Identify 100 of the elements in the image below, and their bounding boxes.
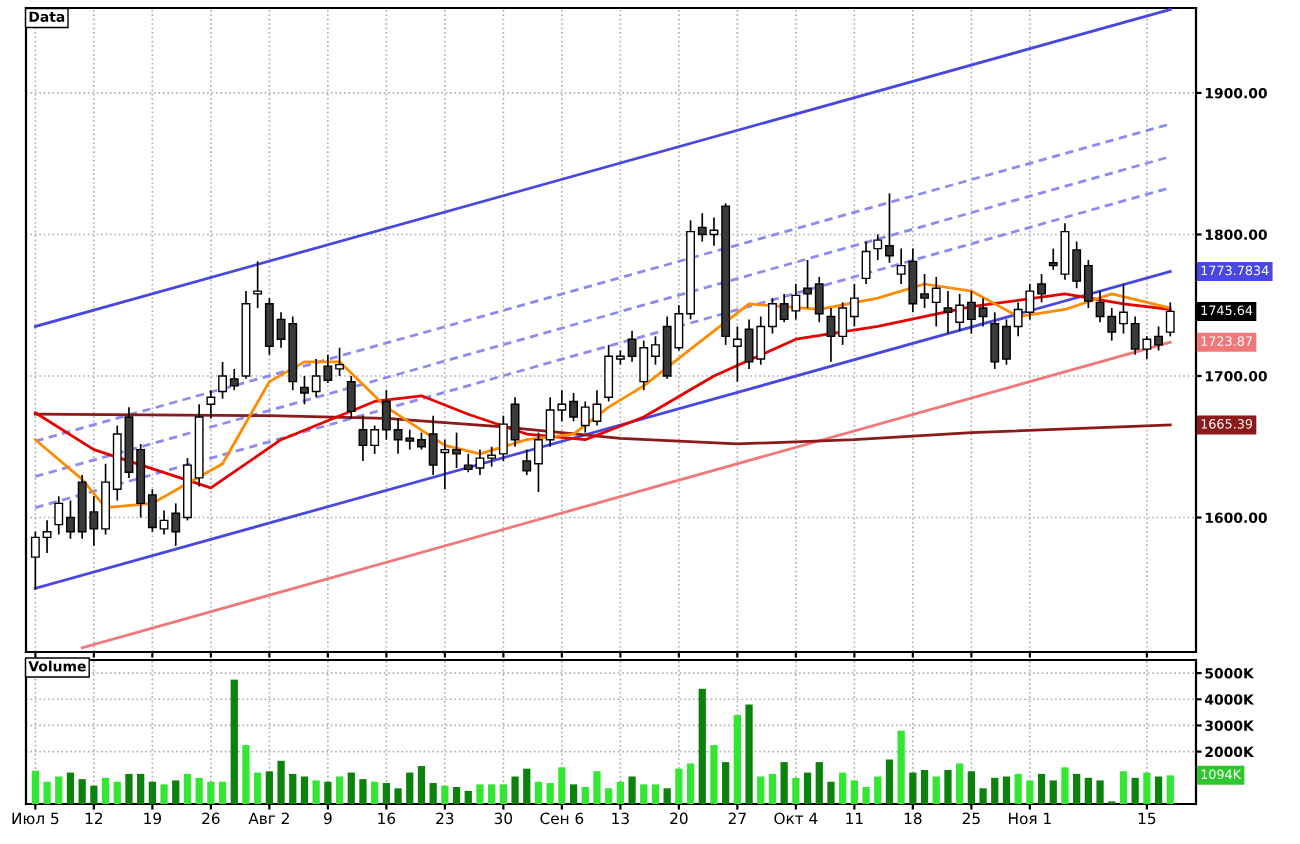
bar	[991, 777, 999, 804]
bar	[394, 788, 402, 804]
bar	[979, 788, 987, 804]
bar	[663, 788, 671, 804]
bar	[1061, 767, 1069, 804]
bar	[897, 730, 905, 804]
bar	[230, 679, 238, 804]
bar	[1154, 776, 1163, 804]
bar	[441, 785, 449, 804]
bar	[640, 784, 648, 804]
bar	[1143, 772, 1151, 804]
bar	[265, 771, 273, 804]
bar	[792, 777, 800, 804]
bar	[956, 763, 964, 804]
candlestick	[253, 260, 263, 309]
bar	[1073, 773, 1081, 804]
bar	[511, 776, 519, 804]
bar	[874, 776, 882, 804]
bar	[780, 762, 788, 804]
bar	[768, 773, 777, 804]
bar	[55, 776, 63, 804]
bar	[66, 772, 75, 804]
bar	[101, 777, 110, 804]
bar	[1049, 780, 1057, 804]
bar	[616, 781, 624, 804]
bar	[160, 784, 168, 804]
bar	[218, 781, 227, 804]
bar	[499, 784, 507, 804]
bar	[698, 688, 706, 804]
bar	[1037, 773, 1046, 804]
bar	[476, 784, 484, 804]
bar	[335, 776, 344, 804]
bar	[1096, 780, 1104, 804]
bar	[488, 784, 496, 804]
bar	[686, 763, 695, 804]
bar	[909, 772, 917, 804]
bar	[183, 773, 192, 804]
bar	[1119, 771, 1128, 804]
candlestick	[861, 240, 871, 285]
bar	[815, 762, 823, 804]
bar	[347, 772, 355, 804]
bar	[757, 776, 765, 804]
bar	[675, 768, 683, 804]
bar	[31, 770, 39, 804]
bar	[1002, 776, 1011, 804]
bar	[417, 766, 426, 804]
bar	[312, 780, 320, 804]
bar	[464, 790, 472, 804]
bar	[1084, 777, 1092, 804]
bar	[254, 772, 262, 804]
bar	[324, 781, 332, 804]
bar	[1026, 780, 1034, 804]
bar	[452, 786, 461, 804]
bar	[967, 771, 975, 804]
bar	[359, 779, 367, 804]
bar	[605, 788, 613, 804]
bar	[523, 768, 531, 804]
bar	[932, 776, 940, 804]
bar	[195, 777, 203, 804]
bar	[90, 785, 98, 804]
candlestick	[346, 375, 356, 420]
bar	[546, 783, 554, 804]
bar	[920, 769, 929, 804]
candlestick	[1165, 301, 1175, 338]
bar	[289, 773, 297, 804]
bar	[944, 769, 952, 804]
bar	[207, 781, 215, 804]
bar	[371, 781, 379, 804]
bar	[137, 773, 145, 804]
bar	[733, 714, 741, 804]
candlestick	[206, 389, 216, 420]
bar	[581, 786, 589, 804]
bar	[593, 771, 601, 804]
bar	[172, 780, 180, 804]
bar	[651, 784, 660, 804]
bar	[885, 759, 894, 804]
bar	[300, 776, 309, 804]
bar	[850, 780, 858, 804]
bar	[803, 772, 812, 804]
bar	[722, 762, 730, 804]
bar	[148, 781, 156, 804]
bar	[839, 772, 847, 804]
bar	[78, 779, 86, 804]
bar	[113, 781, 121, 804]
bar	[745, 704, 753, 804]
bar	[1166, 775, 1174, 804]
bar	[710, 745, 718, 804]
bar	[429, 783, 437, 804]
bar	[125, 773, 133, 804]
bar	[277, 760, 285, 804]
bar	[862, 786, 870, 804]
bar	[1014, 773, 1022, 804]
bar	[534, 781, 543, 804]
bar	[569, 784, 578, 804]
bar	[827, 781, 835, 804]
bar	[1131, 777, 1139, 804]
bar	[242, 745, 250, 804]
bar	[406, 772, 414, 804]
bar	[558, 767, 566, 804]
bar	[628, 776, 636, 804]
